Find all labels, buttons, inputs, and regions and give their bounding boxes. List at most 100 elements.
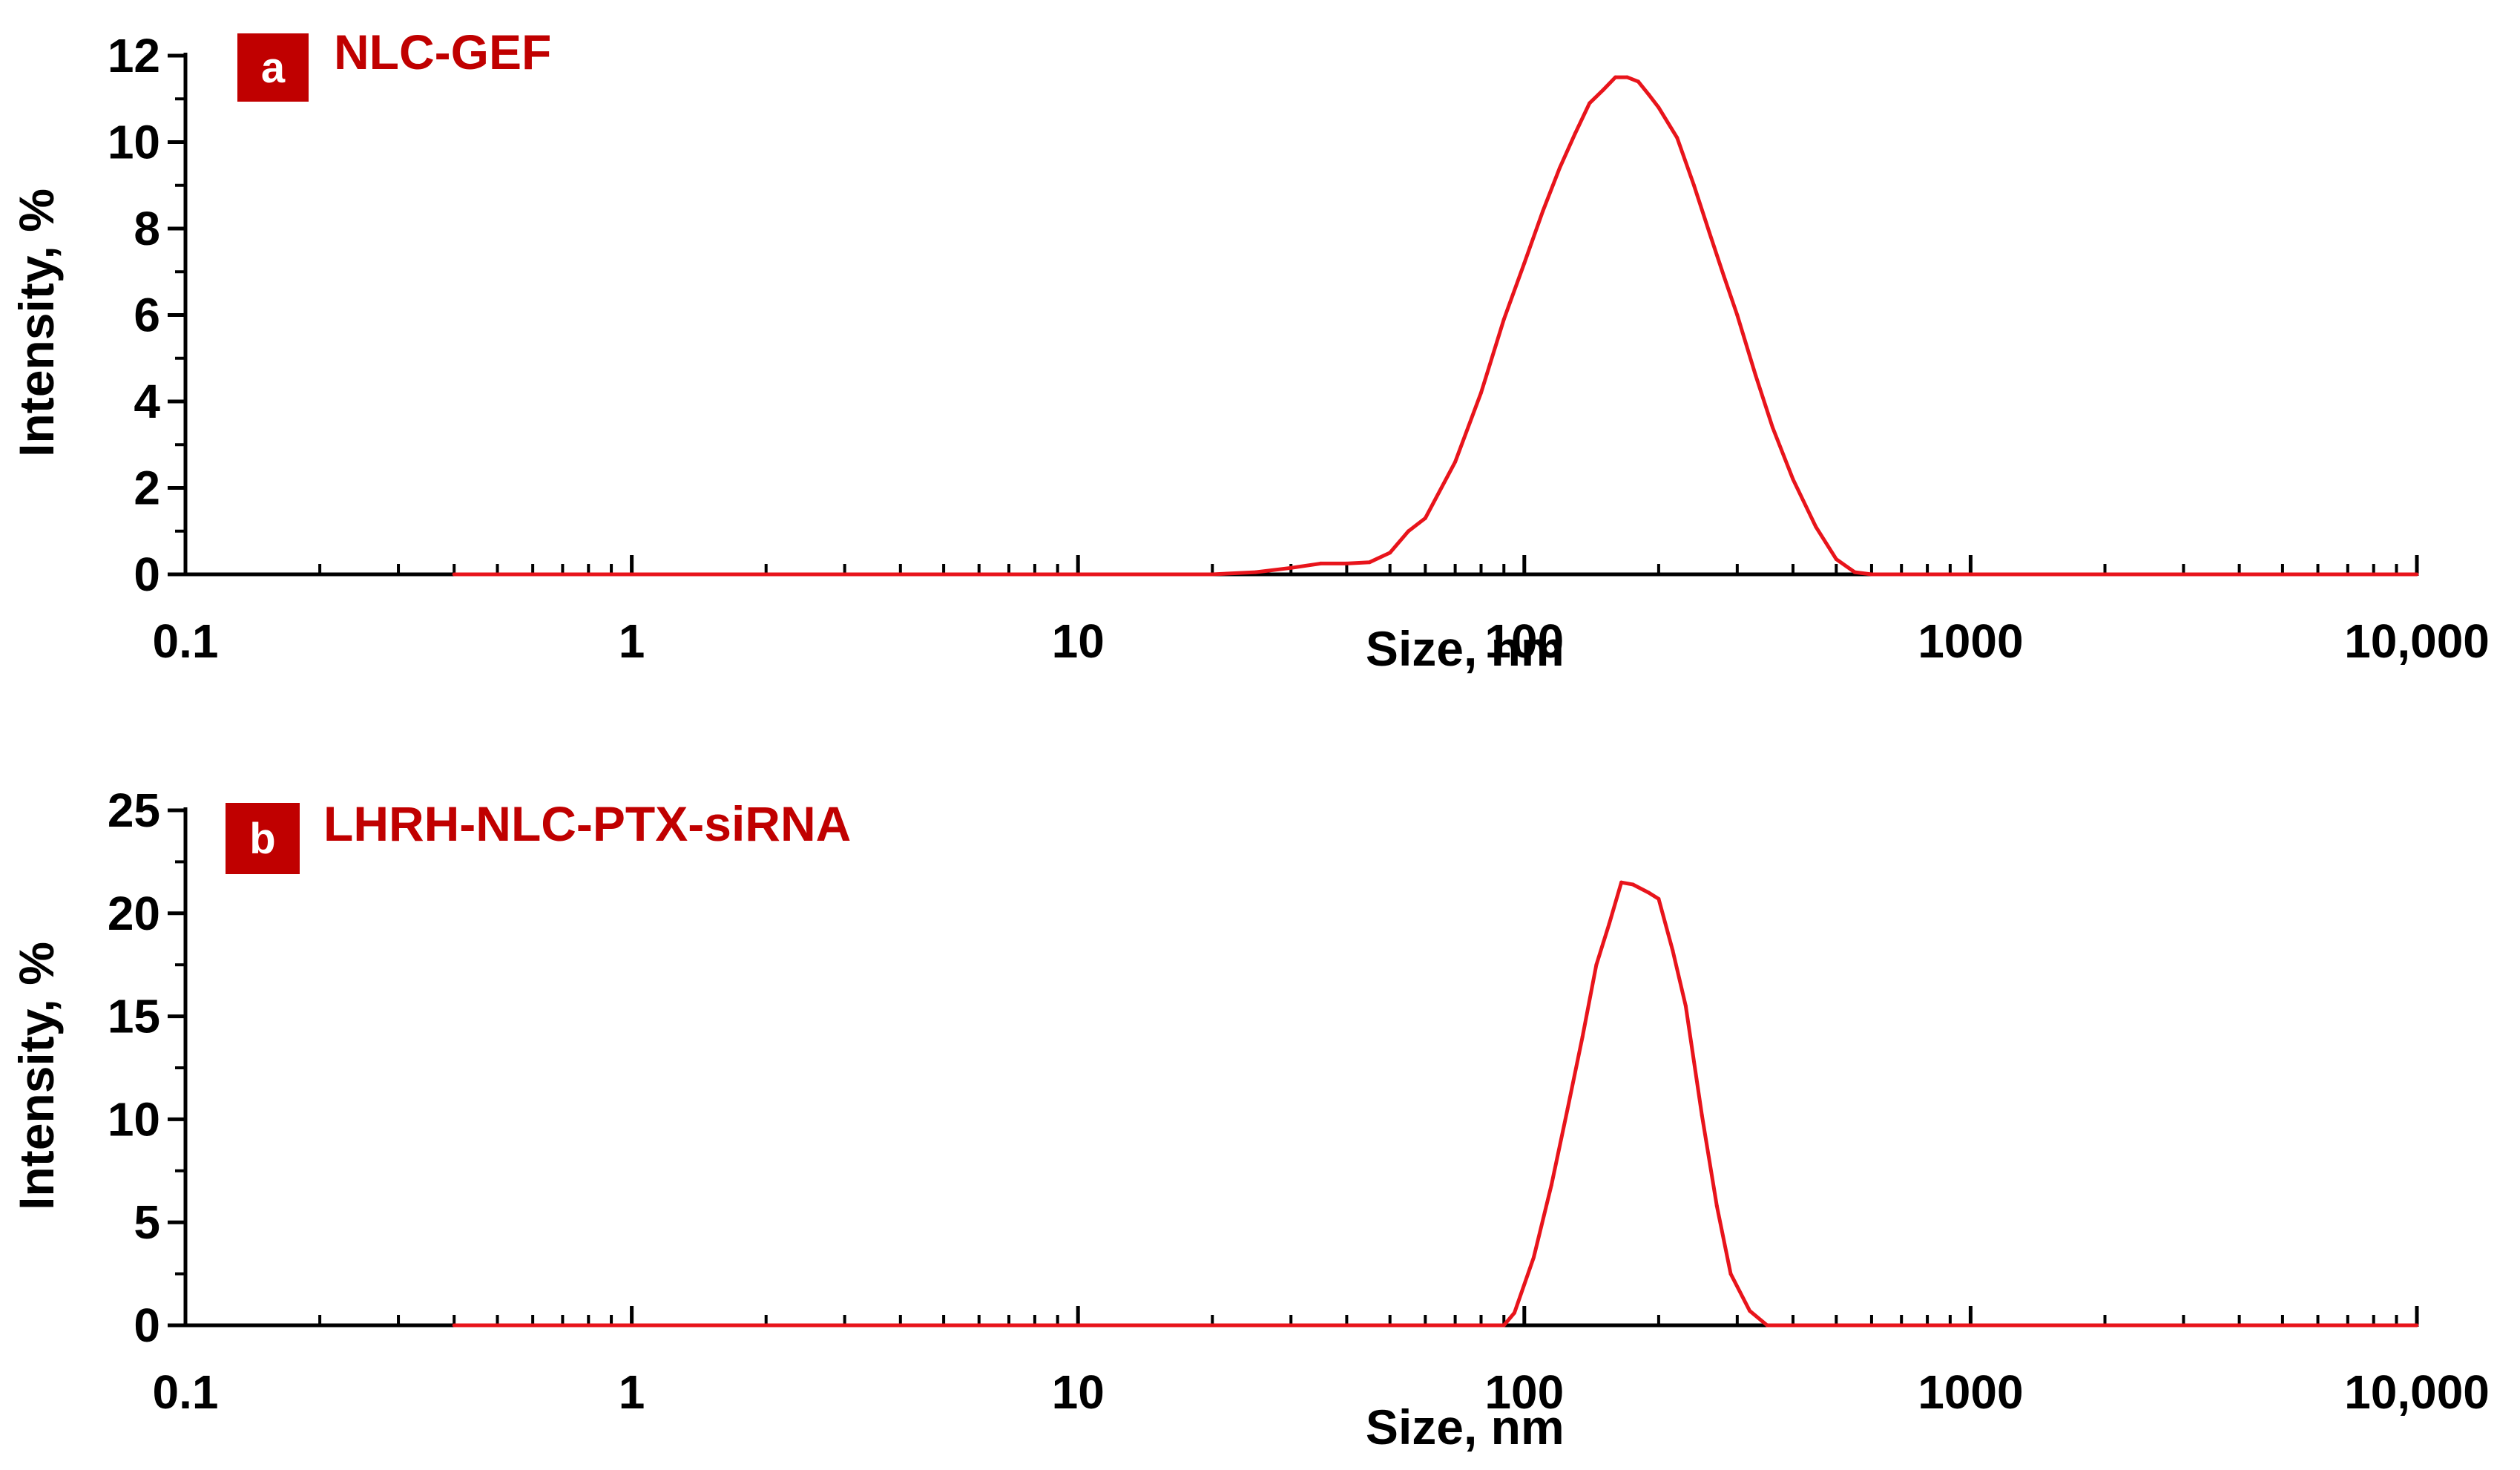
- data-point: [1869, 572, 1874, 577]
- y-tick-label: 25: [108, 784, 160, 837]
- data-point: [1607, 922, 1611, 926]
- y-axis-title: Intensity, %: [9, 942, 64, 1210]
- data-point: [1076, 1323, 1080, 1328]
- x-tick-label: 10: [1052, 1365, 1105, 1419]
- y-tick-label: 12: [108, 29, 160, 82]
- x-tick-label: 0.1: [153, 1365, 219, 1419]
- data-point: [1573, 131, 1577, 136]
- data-point: [2280, 572, 2285, 577]
- y-tick-label: 20: [108, 887, 160, 940]
- data-point: [1549, 1183, 1553, 1187]
- data-point: [1076, 572, 1080, 577]
- data-point: [630, 572, 634, 577]
- data-point: [1565, 1107, 1570, 1111]
- data-point: [1834, 557, 1838, 562]
- panel-letter: b: [249, 815, 275, 863]
- data-point: [1631, 882, 1635, 887]
- y-tick-label: 10: [108, 1092, 160, 1146]
- y-tick-label: 0: [134, 548, 160, 601]
- data-point: [1588, 101, 1592, 105]
- x-axis-title: Size, nm: [1366, 1400, 1565, 1454]
- y-tick-label: 8: [134, 202, 160, 255]
- data-point: [1714, 1204, 1719, 1208]
- data-point: [1722, 274, 1726, 278]
- data-point: [1657, 105, 1661, 110]
- x-tick-label: 10,000: [2344, 1365, 2490, 1419]
- data-point: [1968, 572, 1973, 577]
- data-point: [1289, 565, 1293, 570]
- data-point: [1968, 1323, 1973, 1328]
- panel-a: 0 2 4 6 8 10 12 0.1 1 10 100 1000 10,000 Size, nm Inte…: [9, 24, 2490, 676]
- y-tick-label: 0: [134, 1299, 160, 1352]
- data-point: [1512, 1310, 1516, 1315]
- x-axis-title: Size, nm: [1366, 621, 1565, 676]
- y-tick-label: 2: [134, 462, 160, 515]
- data-point: [1479, 390, 1483, 395]
- data-point: [1613, 75, 1618, 79]
- data-point: [1254, 570, 1258, 574]
- data-point: [1671, 948, 1675, 953]
- y-tick-label: 5: [134, 1195, 160, 1249]
- data-point: [1852, 570, 1857, 574]
- x-tick-label: 1000: [1918, 614, 2023, 668]
- data-point: [941, 572, 946, 577]
- x-tick-label: 0.1: [153, 614, 219, 668]
- data-point: [2280, 1323, 2285, 1328]
- data-point: [1501, 1323, 1506, 1328]
- data-point: [1647, 890, 1651, 895]
- data-point: [2415, 572, 2419, 577]
- data-point: [1683, 1004, 1688, 1008]
- data-point: [1367, 560, 1372, 565]
- panel-letter-badge: [237, 33, 309, 102]
- data-point: [1557, 166, 1562, 170]
- x-tick-label: 10: [1052, 614, 1105, 668]
- data-point: [1754, 373, 1758, 378]
- data-point: [1771, 425, 1774, 430]
- data-point: [1625, 75, 1629, 79]
- data-point: [452, 572, 456, 577]
- data-point: [1319, 561, 1323, 565]
- data-point: [1619, 880, 1624, 885]
- data-point: [1748, 1309, 1752, 1313]
- data-point: [1791, 477, 1795, 482]
- size-distribution-line: [454, 75, 2417, 577]
- data-point: [1522, 261, 1527, 266]
- data-point: [1388, 551, 1392, 555]
- data-point: [1899, 572, 1904, 577]
- y-axis-title: Intensity, %: [9, 188, 64, 457]
- size-distribution-line: [454, 880, 2417, 1328]
- data-point: [2415, 1323, 2419, 1328]
- data-point: [1707, 231, 1711, 235]
- y-tick-label: 10: [108, 116, 160, 169]
- data-point: [1647, 92, 1651, 96]
- data-point: [1636, 79, 1640, 84]
- data-point: [1532, 1255, 1536, 1259]
- x-tick-label: 100: [1484, 1365, 1564, 1419]
- panel-letter-badge: [226, 803, 300, 874]
- data-point: [1344, 561, 1349, 565]
- y-tick-label: 15: [108, 990, 160, 1043]
- data-point: [1501, 317, 1506, 321]
- data-point: [1791, 1323, 1795, 1328]
- data-point: [630, 1323, 634, 1328]
- data-point: [1735, 313, 1740, 317]
- x-tick-label: 1: [619, 614, 645, 668]
- data-point: [1453, 460, 1458, 464]
- data-point: [1423, 516, 1427, 520]
- panel-title: NLC-GEF: [334, 24, 551, 79]
- data-point: [1541, 209, 1545, 214]
- data-point: [1407, 529, 1411, 534]
- x-tick-label: 100: [1484, 614, 1564, 668]
- x-tick-label: 10,000: [2344, 614, 2490, 668]
- data-point: [1675, 136, 1680, 140]
- y-tick-label: 6: [134, 289, 160, 342]
- panel-letter: a: [261, 44, 286, 92]
- data-point: [1388, 1323, 1392, 1328]
- x-tick-label: 1000: [1918, 1365, 2023, 1419]
- panel-b: 0 5 10 15 20 25 0.1 1 10 100 1000 10,000 Size, nm Int…: [9, 784, 2490, 1454]
- panel-title: LHRH-NLC-PTX-siRNA: [323, 796, 851, 851]
- data-point: [1657, 896, 1661, 901]
- data-point: [1210, 572, 1214, 577]
- data-point: [1601, 88, 1605, 93]
